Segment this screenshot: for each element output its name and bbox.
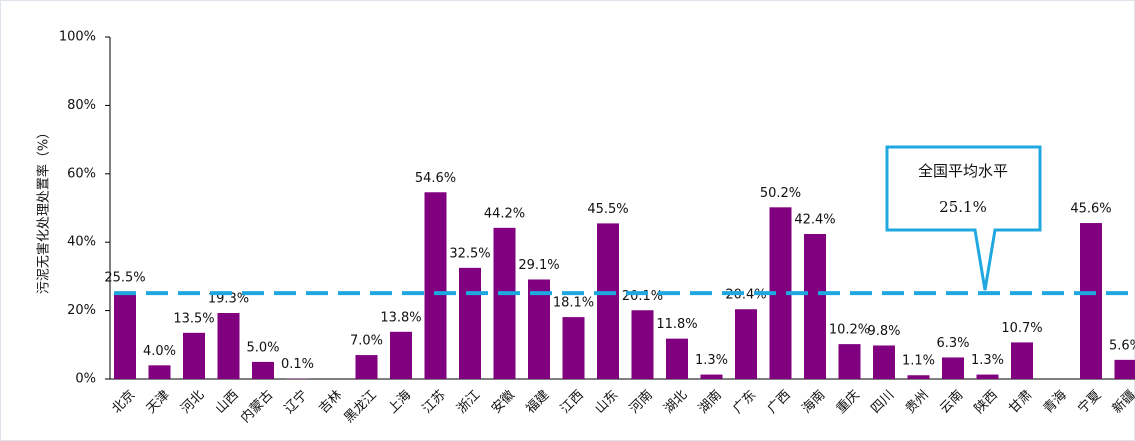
- bar: [355, 355, 378, 379]
- bar: [562, 317, 585, 379]
- bar: [493, 227, 516, 379]
- value-label: 5.0%: [246, 340, 279, 355]
- value-label: 10.2%: [829, 323, 870, 338]
- y-tick-label: 60%: [67, 166, 96, 181]
- y-tick-label: 40%: [67, 235, 96, 250]
- value-label: 20.4%: [725, 288, 766, 303]
- value-label: 45.6%: [1070, 202, 1111, 217]
- bar: [873, 345, 895, 379]
- value-label: 9.8%: [867, 324, 900, 339]
- bar: [976, 374, 999, 379]
- value-label: 20.1%: [622, 289, 663, 304]
- value-label: 32.5%: [449, 246, 490, 261]
- bar: [183, 332, 205, 379]
- value-label: 44.2%: [484, 206, 525, 221]
- bar: [1011, 342, 1033, 379]
- y-axis-label: 污泥无害化处理处置率（%）: [36, 126, 52, 294]
- bar: [528, 279, 550, 379]
- bar: [942, 357, 964, 379]
- value-label: 4.0%: [143, 344, 176, 359]
- value-label: 50.2%: [760, 186, 801, 201]
- bar: [459, 267, 481, 379]
- bar: [390, 331, 412, 379]
- bar: [1114, 359, 1135, 379]
- value-label: 25.5%: [104, 270, 145, 285]
- value-label: 42.4%: [794, 212, 835, 227]
- value-label: 10.7%: [1001, 321, 1042, 336]
- callout-title: 全国平均水平: [918, 162, 1008, 180]
- bar: [769, 207, 792, 379]
- value-label: 6.3%: [936, 336, 969, 351]
- bar: [700, 374, 723, 379]
- y-tick-label: 100%: [59, 30, 96, 45]
- value-label: 18.1%: [553, 296, 594, 311]
- value-label: 1.1%: [902, 354, 935, 369]
- value-label: 19.3%: [208, 291, 249, 306]
- y-tick-label: 0%: [75, 372, 96, 387]
- value-label: 13.5%: [173, 311, 214, 326]
- bar: [804, 233, 826, 379]
- value-label: 1.3%: [695, 353, 728, 368]
- value-label: 54.6%: [415, 171, 456, 186]
- bar: [735, 309, 757, 379]
- value-label: 11.8%: [656, 317, 697, 332]
- value-label: 29.1%: [518, 258, 559, 273]
- value-label: 1.3%: [971, 353, 1004, 368]
- bar: [217, 312, 240, 379]
- bar: [631, 310, 654, 379]
- y-tick-label: 80%: [67, 98, 96, 113]
- y-tick-label: 20%: [67, 303, 96, 318]
- value-label: 13.8%: [380, 310, 421, 325]
- value-label: 45.5%: [587, 202, 628, 217]
- value-label: 7.0%: [350, 334, 383, 349]
- bar: [666, 338, 688, 379]
- value-label: 0.1%: [281, 357, 314, 372]
- bar: [424, 192, 447, 379]
- callout-value: 25.1%: [939, 198, 987, 216]
- bar: [114, 291, 136, 379]
- bar: [597, 223, 619, 379]
- bar: [838, 344, 861, 379]
- bar: [907, 375, 930, 379]
- callout: [885, 145, 1042, 291]
- bar: [252, 361, 274, 379]
- bar: [148, 365, 171, 379]
- value-label: 5.6%: [1109, 338, 1135, 353]
- bar: [1080, 223, 1102, 379]
